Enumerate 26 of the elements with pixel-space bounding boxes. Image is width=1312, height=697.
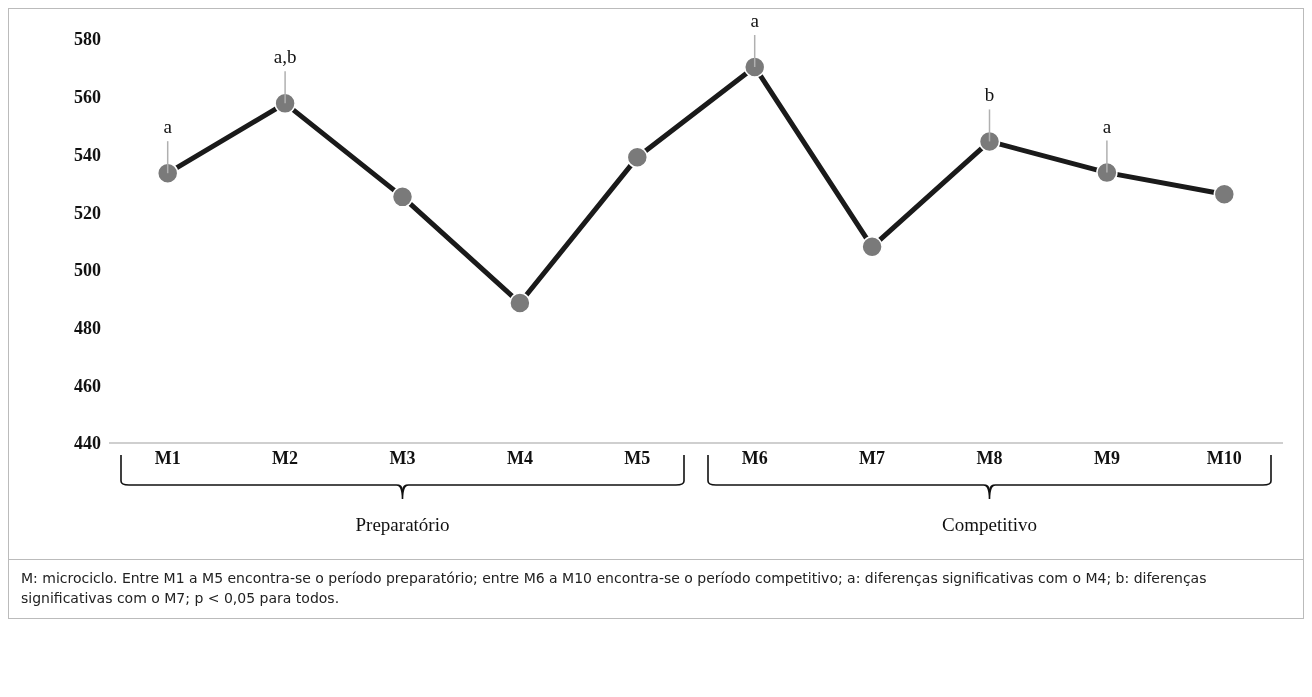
y-tick-label: 500 bbox=[74, 260, 101, 281]
text: M: microciclo. Entre M1 a M5 encontra-se o período preparatório; entre M6 a M10 encontra-se o período competitivo; a: diferenças significativas com o M4; b: diferenças significativas com o M7; p < 0,05 para todos. bbox=[9, 559, 1303, 618]
annotation: a bbox=[1102, 115, 1112, 137]
y-tick-label: 580 bbox=[74, 29, 101, 50]
x-tick-label: M7 bbox=[859, 447, 886, 468]
x-tick-label: M3 bbox=[389, 447, 416, 468]
x-tick-label: M4 bbox=[506, 447, 533, 468]
x-tick-label: M9 bbox=[1093, 447, 1120, 468]
x-tick-label: M1 bbox=[154, 447, 181, 468]
y-tick-label: 520 bbox=[74, 202, 101, 223]
annotation: b bbox=[984, 84, 995, 106]
x-tick-label: M2 bbox=[272, 447, 299, 468]
annotation: a,b bbox=[273, 46, 297, 68]
annotation: a bbox=[750, 9, 760, 31]
x-tick-label: M5 bbox=[624, 447, 651, 468]
y-tick-label: 560 bbox=[74, 87, 101, 108]
x-tick-label: M8 bbox=[976, 447, 1003, 468]
y-tick-label: 460 bbox=[74, 375, 101, 396]
annotation: a bbox=[163, 116, 173, 138]
y-tick-label: 440 bbox=[74, 433, 101, 454]
x-tick-label: M10 bbox=[1206, 447, 1242, 468]
text: Preparatório bbox=[355, 514, 450, 535]
y-tick-label: 480 bbox=[74, 317, 101, 338]
text: Competitivo bbox=[942, 514, 1037, 535]
y-tick-label: 540 bbox=[74, 144, 101, 165]
x-tick-label: M6 bbox=[741, 447, 768, 468]
